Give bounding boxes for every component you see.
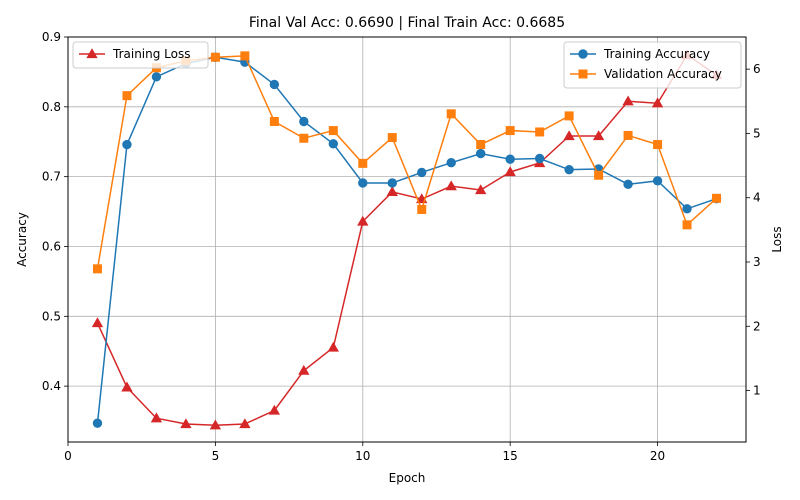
training-accuracy-point <box>417 167 427 178</box>
training-loss-point <box>268 404 281 415</box>
training-loss-point <box>91 317 104 328</box>
validation-accuracy-point <box>682 220 692 230</box>
chart-title: Final Val Acc: 0.6690 | Final Train Acc:… <box>249 15 565 31</box>
series-validation-accuracy <box>92 51 722 274</box>
training-loss-point <box>386 186 398 197</box>
y-right-tick-label: 3 <box>753 255 761 269</box>
validation-accuracy-point <box>387 133 397 143</box>
validation-accuracy-point <box>594 170 604 180</box>
y-right-tick-label: 2 <box>753 319 761 333</box>
training-loss-point <box>180 418 192 429</box>
validation-accuracy-point <box>446 109 456 119</box>
legend-label: Training Loss <box>112 47 190 61</box>
training-loss-point <box>209 419 222 430</box>
training-accuracy-point <box>358 178 368 188</box>
validation-accuracy-point <box>417 204 427 214</box>
legend-item: Training Accuracy <box>570 47 710 61</box>
legend-label: Training Accuracy <box>603 47 710 61</box>
training-loss-point <box>475 184 487 195</box>
validation-accuracy-point <box>653 140 663 150</box>
training-loss-point <box>622 95 634 106</box>
y-right-tick-label: 1 <box>753 384 761 398</box>
training-loss-point <box>298 364 310 375</box>
legend-label: Validation Accuracy <box>604 67 722 81</box>
y-left-tick-label: 0.7 <box>42 170 61 184</box>
y-left-tick-label: 0.8 <box>42 100 61 114</box>
training-loss-point <box>504 166 516 177</box>
y-left-tick-label: 0.6 <box>42 239 61 253</box>
training-loss-point <box>150 412 163 423</box>
y-left-tick-label: 0.5 <box>42 309 61 323</box>
x-axis-label: Epoch <box>389 471 426 485</box>
training-accuracy-point <box>652 176 663 186</box>
training-loss-point <box>239 418 251 429</box>
x-tick-label: 10 <box>355 449 370 463</box>
training-loss-point <box>357 215 369 226</box>
training-accuracy-point <box>564 164 574 175</box>
legend-swatch-marker <box>86 48 98 59</box>
series-layer <box>91 49 723 430</box>
training-accuracy-point <box>682 204 692 214</box>
legend-upper-left: Training Loss <box>72 41 209 69</box>
training-accuracy-point <box>151 72 162 82</box>
validation-accuracy-point <box>535 127 545 137</box>
training-accuracy-point <box>505 154 515 164</box>
training-loss-point <box>563 130 575 141</box>
training-accuracy-point <box>92 418 103 428</box>
validation-accuracy-point <box>122 91 132 101</box>
y-right-tick-label: 6 <box>753 62 761 76</box>
training-accuracy-point <box>328 139 339 149</box>
x-tick-label: 5 <box>212 449 220 463</box>
validation-accuracy-point <box>623 130 633 140</box>
validation-accuracy-point <box>328 126 338 136</box>
training-accuracy-point <box>269 79 280 90</box>
training-accuracy-point <box>623 179 633 190</box>
validation-accuracy-point <box>299 133 309 143</box>
training-loss-line <box>96 53 717 427</box>
training-loss-point <box>445 180 457 191</box>
validation-accuracy-point <box>269 116 279 126</box>
legend-box <box>72 41 209 69</box>
legend-box <box>563 41 742 89</box>
x-tick-label: 0 <box>64 449 72 463</box>
validation-accuracy-point <box>564 111 574 121</box>
plot-frame <box>67 36 747 443</box>
training-accuracy-point <box>446 157 456 168</box>
validation-accuracy-point <box>92 264 102 274</box>
training-loss-point <box>592 130 605 141</box>
legend-item: Training Loss <box>79 47 190 61</box>
validation-accuracy-point <box>240 51 250 61</box>
x-tick-label: 15 <box>503 449 518 463</box>
y-axis-right-label: Loss <box>770 226 784 252</box>
training-loss-point <box>121 381 133 392</box>
legend-layer: Training Loss Training Accuracy Validation… <box>72 41 742 89</box>
training-accuracy-point <box>534 153 545 164</box>
validation-accuracy-point <box>358 158 368 168</box>
legend-swatch-marker <box>578 69 588 79</box>
y-axis-left-label: Accuracy <box>15 212 29 267</box>
y-left-tick-label: 0.4 <box>42 379 61 393</box>
validation-accuracy-point <box>476 140 486 150</box>
legend-upper-right: Training Accuracy Validation Accuracy <box>563 41 742 89</box>
validation-accuracy-point <box>210 52 220 62</box>
training-accuracy-point <box>299 116 309 127</box>
training-loss-point <box>327 341 339 352</box>
legend-swatch-marker <box>578 49 588 59</box>
training-accuracy-point <box>122 139 132 150</box>
training-accuracy-point <box>387 178 397 188</box>
training-loss-point <box>651 97 664 108</box>
tick-layer: 0 5 10 15 20 0.4 0.5 0.6 0.7 0.8 0.9 1 2 3 4 5 6 <box>42 30 761 463</box>
y-right-tick-label: 5 <box>753 126 761 140</box>
y-right-tick-label: 4 <box>753 191 761 205</box>
legend-item: Validation Accuracy <box>570 67 722 81</box>
validation-accuracy-point <box>505 126 515 136</box>
training-accuracy-point <box>475 148 486 159</box>
validation-accuracy-point <box>712 193 722 203</box>
x-tick-label: 20 <box>650 449 665 463</box>
y-left-tick-label: 0.9 <box>42 30 61 44</box>
